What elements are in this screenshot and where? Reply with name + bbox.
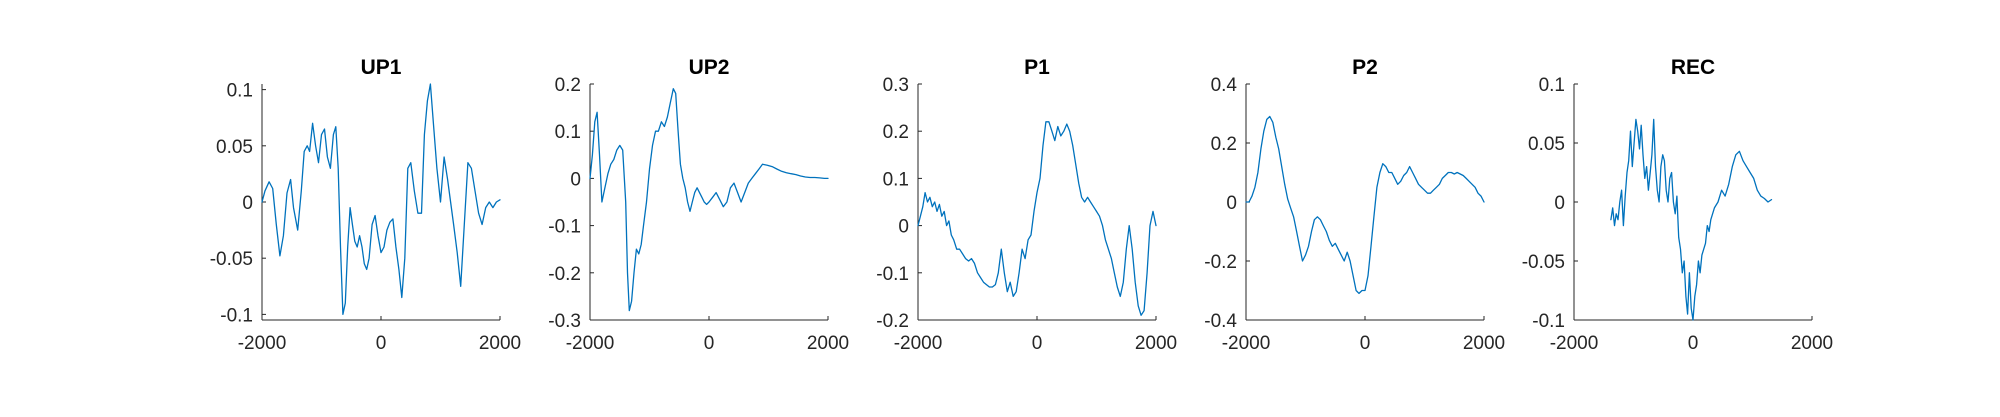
series-line-p1 [917, 121, 1157, 316]
series-line-rec [1610, 118, 1773, 321]
y-tick-label: -0.1 [876, 264, 909, 285]
panel-up1: 0.1 0.05 0 -0.05 -0.1 -2000 0 2000 UP1 [210, 56, 521, 354]
y-tick-label: 0.05 [216, 137, 253, 158]
panel-p1: 0.3 0.2 0.1 0 -0.1 -0.2-2000 0 2000 P1 [876, 56, 1177, 354]
y-tick-label: -0.3 [548, 311, 581, 332]
y-tick-label: -0.1 [1532, 311, 1565, 332]
y-tick-label: -0.05 [1522, 252, 1565, 273]
y-tick-label: 0.1 [555, 122, 581, 143]
y-tick-label: 0.1 [883, 169, 909, 190]
x-tick-label: 0 [1032, 333, 1043, 354]
y-tick-label: -0.4 [1204, 311, 1237, 332]
panel-title-p1: P1 [1024, 56, 1050, 79]
y-tick-label: 0 [1226, 193, 1237, 214]
y-tick-label: -0.2 [1204, 252, 1237, 273]
x-tick-label: 0 [1688, 333, 1699, 354]
panel-title-p2: P2 [1352, 56, 1378, 79]
x-tick-label: -2000 [566, 333, 615, 354]
panel-title-up1: UP1 [361, 56, 402, 79]
panel-p2: 0.4 0.2 0 -0.2 -0.4-2000 0 2000 P2 [1204, 56, 1505, 354]
series-line-p2 [1245, 115, 1485, 295]
x-tick-label: 0 [376, 333, 387, 354]
x-tick-label: 2000 [1463, 333, 1505, 354]
series-line-up2 [589, 88, 829, 312]
x-tick-label: -2000 [1222, 333, 1271, 354]
y-tick-label: -0.1 [220, 305, 253, 326]
panel-rec: 0.1 0.05 0 -0.05 -0.1-2000 0 2000 REC [1522, 56, 1833, 354]
y-tick-label: 0.2 [1211, 134, 1237, 155]
y-tick-label: 0 [898, 217, 909, 238]
y-tick-label: -0.05 [210, 249, 253, 270]
y-tick-label: 0.3 [883, 75, 909, 96]
panel-up2: 0.2 0.1 0 -0.1 -0.2 -0.3-2000 0 2000 UP2 [548, 56, 849, 354]
x-tick-label: -2000 [894, 333, 943, 354]
x-tick-label: 2000 [1135, 333, 1177, 354]
panel-title-rec: REC [1671, 56, 1715, 79]
x-tick-label: 2000 [479, 333, 521, 354]
y-tick-label: -0.2 [548, 264, 581, 285]
y-tick-label: -0.2 [876, 311, 909, 332]
x-tick-label: -2000 [1550, 333, 1599, 354]
y-tick-label: 0 [570, 169, 581, 190]
panel-title-up2: UP2 [689, 56, 730, 79]
y-tick-label: 0.1 [1539, 75, 1565, 96]
y-tick-label: 0 [1554, 193, 1565, 214]
x-tick-label: -2000 [238, 333, 287, 354]
y-tick-label: 0.2 [555, 75, 581, 96]
y-tick-label: 0.4 [1211, 75, 1238, 96]
y-tick-label: 0.2 [883, 122, 909, 143]
y-tick-label: -0.1 [548, 217, 581, 238]
series-line-up1 [261, 83, 501, 316]
x-tick-label: 0 [1360, 333, 1371, 354]
y-tick-label: 0.05 [1528, 134, 1565, 155]
x-tick-label: 2000 [807, 333, 849, 354]
y-tick-label: 0 [242, 193, 253, 214]
x-tick-label: 0 [704, 333, 715, 354]
x-tick-label: 2000 [1791, 333, 1833, 354]
y-tick-label: 0.1 [227, 81, 253, 102]
